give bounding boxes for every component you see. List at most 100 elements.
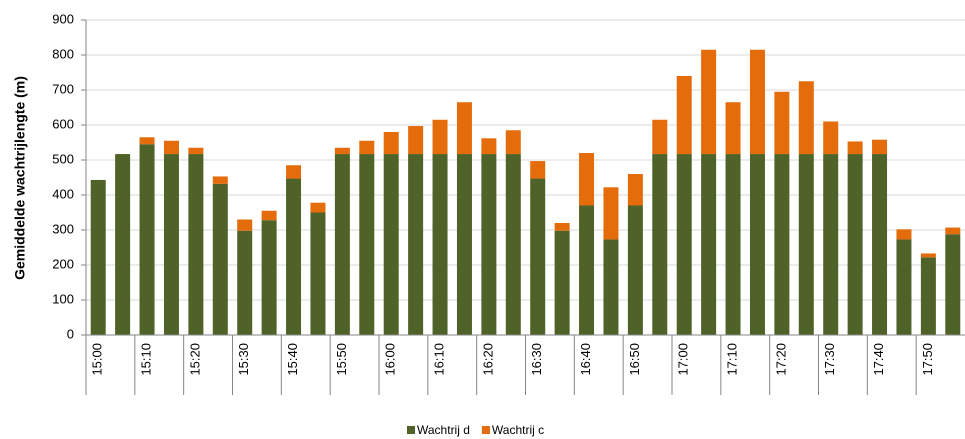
bar	[334, 154, 350, 335]
bar	[212, 183, 228, 335]
bar	[945, 234, 961, 335]
x-tick-label: 16:30	[529, 343, 544, 376]
bar	[798, 81, 814, 155]
bar	[310, 212, 326, 335]
bar	[554, 223, 570, 231]
bar	[334, 147, 350, 155]
bar	[432, 119, 448, 155]
bar	[725, 102, 741, 155]
bar	[115, 154, 131, 335]
x-tick-label: 15:10	[138, 343, 153, 376]
bar	[896, 229, 912, 240]
x-tick-label: 17:00	[676, 343, 691, 376]
bar	[310, 202, 326, 213]
bar	[627, 174, 643, 206]
bar	[383, 132, 399, 155]
y-tick-label: 700	[52, 81, 74, 96]
bar	[701, 49, 717, 155]
bar	[383, 154, 399, 335]
bar	[456, 102, 472, 155]
y-tick-label: 900	[52, 11, 74, 26]
bar	[237, 219, 253, 231]
y-tick-label: 200	[52, 256, 74, 271]
bar	[652, 119, 668, 155]
bar	[652, 154, 668, 335]
bar	[359, 140, 375, 155]
bar	[530, 161, 546, 179]
bar	[823, 154, 839, 335]
x-tick-label: 15:30	[236, 343, 251, 376]
legend-swatch	[407, 426, 415, 434]
bar	[847, 154, 863, 335]
bar	[847, 141, 863, 155]
bar	[188, 147, 204, 155]
x-tick-label: 17:50	[920, 343, 935, 376]
bar	[676, 154, 692, 335]
x-tick-label: 16:20	[480, 343, 495, 376]
bar	[359, 154, 375, 335]
bar	[237, 230, 253, 335]
y-tick-label: 600	[52, 116, 74, 131]
bar	[408, 126, 424, 155]
x-tick-label: 17:10	[724, 343, 739, 376]
bar	[627, 205, 643, 335]
bar	[774, 154, 790, 335]
bar	[139, 137, 155, 145]
bar	[554, 230, 570, 335]
bar	[139, 144, 155, 335]
bar	[261, 210, 277, 221]
bar	[676, 76, 692, 155]
legend-label: Wachtrij d	[417, 423, 470, 437]
y-tick-label: 400	[52, 186, 74, 201]
bar	[481, 154, 497, 335]
x-tick-label: 16:50	[627, 343, 642, 376]
x-tick-label: 17:30	[822, 343, 837, 376]
bar	[261, 220, 277, 335]
x-tick-label: 15:40	[285, 343, 300, 376]
y-tick-label: 800	[52, 46, 74, 61]
bar	[286, 178, 302, 335]
bar	[212, 176, 228, 184]
bar	[481, 138, 497, 155]
y-axis-title: Gemiddelde wachtrijlengte (m)	[12, 76, 28, 280]
bar	[798, 154, 814, 335]
y-tick-label: 300	[52, 221, 74, 236]
bar	[725, 154, 741, 335]
bar	[456, 154, 472, 335]
bar	[603, 187, 619, 240]
bar	[579, 205, 595, 335]
bar	[530, 178, 546, 335]
bar	[163, 154, 179, 335]
x-tick-label: 16:40	[578, 343, 593, 376]
bar	[774, 91, 790, 155]
bar	[163, 140, 179, 155]
bar	[945, 227, 961, 235]
legend-label: Wachtrij c	[492, 423, 544, 437]
bar	[505, 154, 521, 335]
bar	[872, 154, 888, 335]
x-tick-label: 17:20	[773, 343, 788, 376]
bar	[896, 239, 912, 335]
x-tick-label: 16:10	[431, 343, 446, 376]
legend-swatch	[481, 426, 490, 434]
bar	[872, 139, 888, 155]
x-tick-label: 15:50	[334, 343, 349, 376]
y-tick-label: 500	[52, 151, 74, 166]
x-tick-label: 15:00	[90, 343, 105, 376]
bar	[701, 154, 717, 335]
bar	[286, 165, 302, 179]
bar	[920, 253, 936, 258]
x-tick-label: 17:40	[871, 343, 886, 376]
bar	[749, 49, 765, 155]
bar	[579, 153, 595, 206]
bar	[188, 154, 204, 335]
x-tick-label: 15:20	[187, 343, 202, 376]
bar	[432, 154, 448, 335]
y-tick-label: 100	[52, 291, 74, 306]
bar	[823, 121, 839, 155]
bar	[749, 154, 765, 335]
bar	[603, 239, 619, 335]
x-tick-label: 16:00	[383, 343, 398, 376]
y-tick-label: 0	[67, 326, 74, 341]
